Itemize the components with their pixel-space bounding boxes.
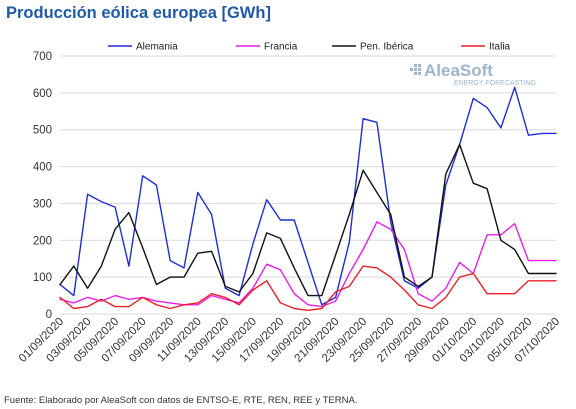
series-line-pen-ib-rica [59,143,557,297]
series-lines [59,86,557,311]
y-tick-label: 100 [33,272,52,284]
y-tick-label: 400 [33,162,52,174]
y-axis-ticks: 0 100 200 300 400 500 600 700 [33,51,52,321]
source-note: Fuente: Elaborado por AleaSoft con datos… [4,395,358,406]
legend-label: Italia [489,42,511,53]
gridlines [60,55,556,315]
legend-label: Alemania [136,42,178,53]
y-tick-label: 300 [33,198,52,210]
logo-mark-icon [410,64,421,75]
y-tick-label: 500 [33,125,52,137]
line-chart: 0 100 200 300 400 500 600 700 AleaSoft ENERGY F… [17,42,562,365]
logo-name: AleaSoft [424,61,493,80]
logo-tagline: ENERGY FORECASTING [454,80,536,87]
series-line-italia [59,265,557,311]
legend-label: Francia [264,42,298,53]
aleasoft-logo: AleaSoft ENERGY FORECASTING [410,61,536,87]
series-line-alemania [59,86,557,306]
y-tick-label: 200 [33,235,52,247]
chart-title: Producción eólica europea [GWh] [6,4,271,22]
legend-label: Pen. Ibérica [360,42,414,53]
y-tick-label: 0 [46,309,52,321]
y-tick-label: 600 [33,88,52,100]
y-tick-label: 700 [33,51,52,63]
legend: Alemania Francia Pen. Ibérica Italia [108,42,511,53]
x-axis-ticks: 01/09/202003/09/202005/09/202007/09/2020… [17,316,562,365]
